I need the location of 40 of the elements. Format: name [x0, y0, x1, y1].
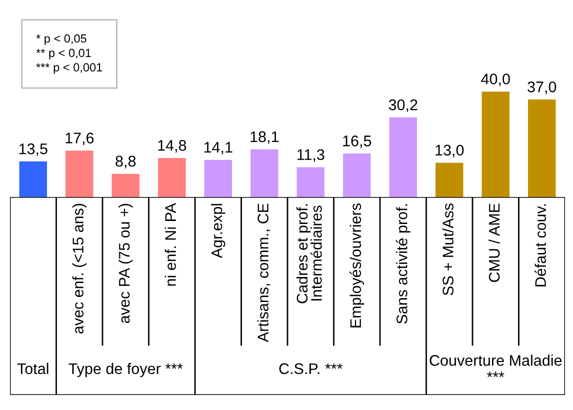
x-tick-label: Agr.expl	[211, 204, 226, 258]
bar	[19, 161, 47, 197]
data-label: 30,2	[388, 99, 418, 112]
data-label: 13,0	[436, 144, 464, 158]
x-tick-label: CMU / AME	[488, 204, 500, 282]
x-tick-label: avec PA (75 ou +)	[118, 204, 133, 324]
data-label: 37,0	[528, 82, 556, 94]
bar	[482, 92, 510, 197]
data-label: 14,1	[204, 142, 232, 154]
bar	[436, 162, 464, 197]
x-tick-label: SS + Mut/Ass	[442, 203, 454, 296]
bar	[66, 150, 94, 197]
bar	[343, 154, 371, 197]
text: Total	[17, 362, 48, 374]
x-tick-label: Défaut couv.	[534, 204, 546, 286]
data-label: 14,8	[158, 140, 186, 153]
data-label: 18,1	[250, 131, 278, 144]
bar	[112, 174, 140, 197]
bar	[158, 158, 186, 197]
text: C.S.P. ***	[279, 363, 343, 374]
x-tick-label: ni enf. Ni PA	[164, 202, 176, 286]
bar	[389, 117, 417, 197]
bar	[204, 160, 232, 197]
text: Couverture Maladie ***	[430, 354, 562, 378]
data-label: 40,0	[481, 74, 510, 86]
data-label: 8,8	[116, 156, 136, 168]
data-label: 11,3	[297, 149, 324, 162]
x-tick-label: Employés/ouvriers	[350, 203, 364, 328]
text: Type de foyer ***	[68, 362, 183, 378]
bar	[250, 149, 278, 197]
x-tick-label: avec enf. (<15 ans)	[72, 204, 86, 334]
x-tick-label: Artisans, comm., CE	[257, 204, 270, 342]
data-label: 17,6	[66, 132, 94, 146]
bar	[296, 167, 324, 197]
data-label: 13,5	[19, 143, 48, 156]
bar	[528, 100, 556, 197]
data-label: 16,5	[343, 136, 372, 148]
x-tick-label: Cadres et prof. Intermédiaires	[296, 204, 322, 304]
text: * p < 0,05 ** p < 0,01 *** p < 0,001	[36, 34, 102, 74]
x-tick-label: Sans activité prof.	[396, 204, 410, 324]
